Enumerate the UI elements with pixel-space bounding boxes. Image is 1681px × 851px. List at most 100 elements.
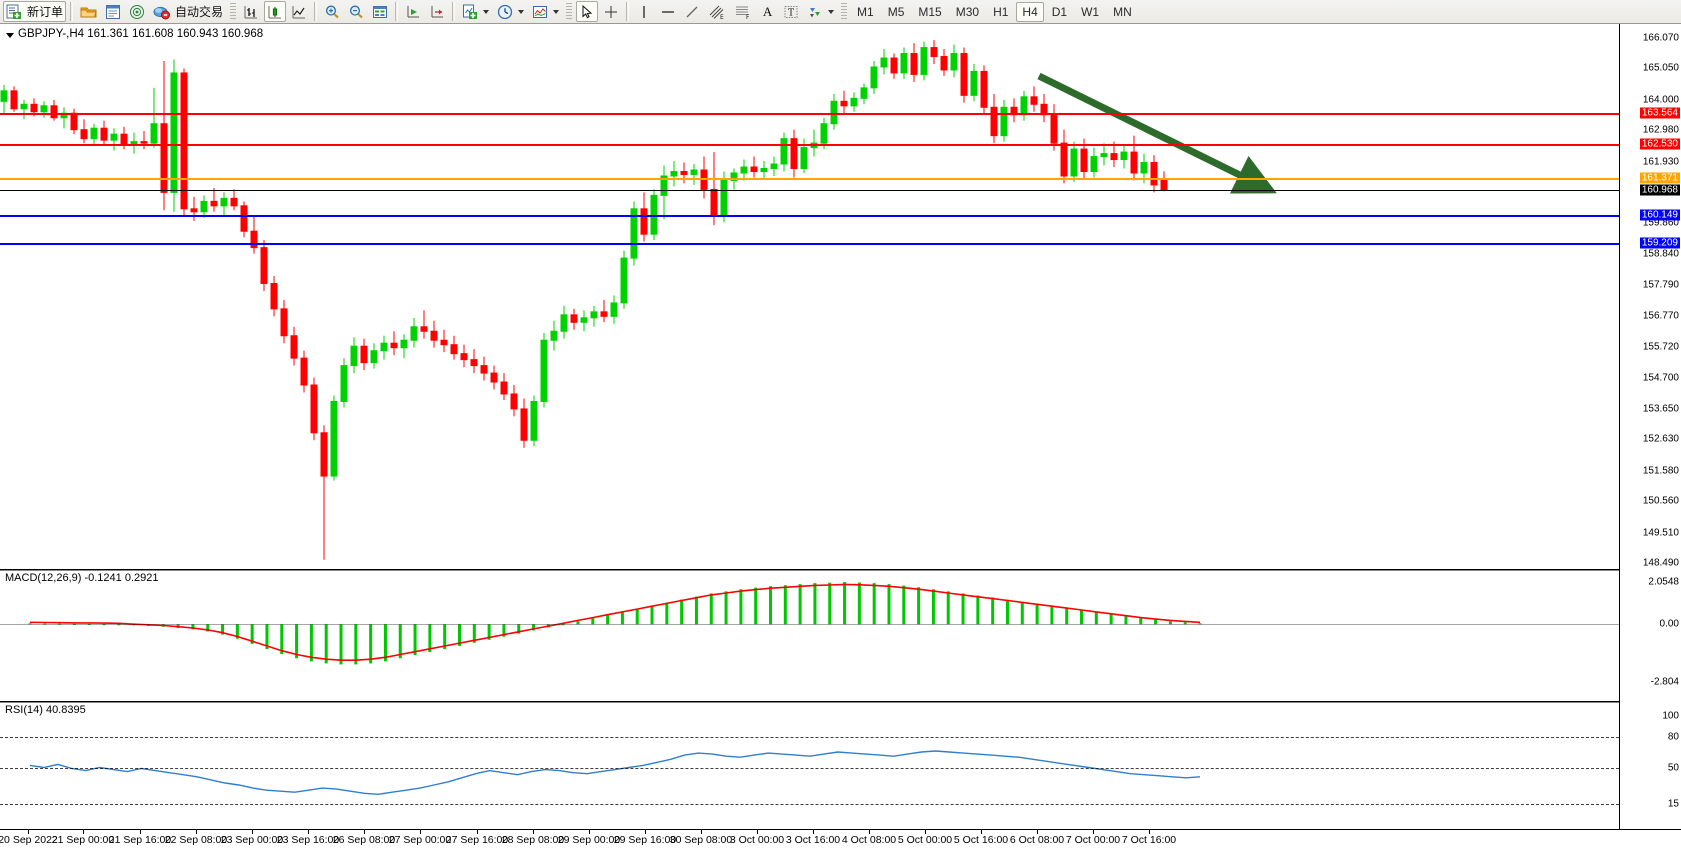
timeframe-m1[interactable]: M1 <box>857 4 874 19</box>
auto-scroll-icon <box>431 5 444 17</box>
time-tick <box>364 830 365 834</box>
strategy-tester-button[interactable]: 自动交易 <box>150 1 226 22</box>
time-label: 20 Sep 2022 <box>0 834 58 846</box>
time-tick <box>701 830 702 834</box>
macd-tick: 0.00 <box>1659 618 1679 630</box>
toolbar-grip-2[interactable] <box>566 2 573 21</box>
time-tick <box>869 830 870 834</box>
time-tick <box>925 830 926 834</box>
horizontal-line-button[interactable] <box>657 1 679 22</box>
timeframe-d1[interactable]: D1 <box>1051 4 1068 19</box>
price-tick: 154.700 <box>1642 372 1679 384</box>
time-tick <box>420 830 421 834</box>
time-label: 21 Sep 00:00 <box>51 834 115 846</box>
time-label: 27 Sep 00:00 <box>388 834 452 846</box>
text-label-icon: T <box>784 5 798 18</box>
timeframe-h4[interactable]: H4 <box>1016 1 1044 22</box>
toolbar-grip-3[interactable] <box>841 2 848 21</box>
time-label: 29 Sep 00:00 <box>557 834 621 846</box>
zoom-out-button[interactable] <box>345 1 367 22</box>
level-line-resistance-1[interactable] <box>0 112 1619 115</box>
price-pane[interactable] <box>0 24 1681 569</box>
level-line-support-2[interactable] <box>0 242 1619 245</box>
chart-area[interactable]: GBPJPY-,H4 161.361 161.608 160.943 160.9… <box>0 24 1681 851</box>
level-line-support-1[interactable] <box>0 214 1619 217</box>
time-tick <box>1149 830 1150 834</box>
price-tick: 152.630 <box>1642 433 1679 445</box>
timeframe-m15[interactable]: M15 <box>918 4 942 19</box>
chart-shift-button[interactable] <box>402 1 424 22</box>
navigator-button[interactable] <box>126 1 148 22</box>
price-tick: 158.840 <box>1642 248 1679 260</box>
fibonacci-button[interactable]: F <box>731 1 755 22</box>
level-line-last-price[interactable] <box>0 190 1619 192</box>
price-tick: 164.000 <box>1642 94 1679 106</box>
crosshair-button[interactable] <box>600 1 622 22</box>
macd-pane[interactable]: MACD(12,26,9) -0.1241 0.2921 <box>0 570 1681 692</box>
time-tick <box>757 830 758 834</box>
level-badge-resistance-1: 163.564 <box>1639 107 1680 119</box>
chevron-down-icon-3[interactable] <box>553 9 560 14</box>
level-badge-support-1: 160.149 <box>1639 209 1680 221</box>
pane-separator <box>0 702 1681 703</box>
period-button[interactable] <box>494 1 527 22</box>
strategy-tester-icon <box>153 6 171 19</box>
zoom-in-button[interactable] <box>321 1 343 22</box>
text-button[interactable]: A <box>757 1 778 22</box>
time-tick <box>140 830 141 834</box>
auto-scroll-button[interactable] <box>426 1 448 22</box>
chart-grid-button[interactable] <box>369 1 391 22</box>
chevron-down-icon-2[interactable] <box>518 9 525 14</box>
toolbar-separator-4 <box>452 2 456 21</box>
time-label: 22 Sep 08:00 <box>164 834 228 846</box>
chevron-down-icon[interactable] <box>483 9 490 14</box>
time-label: 3 Oct 00:00 <box>729 834 785 846</box>
time-label: 4 Oct 08:00 <box>841 834 897 846</box>
bar-chart-button[interactable] <box>240 1 262 22</box>
level-line-resistance-2[interactable] <box>0 143 1619 146</box>
indicators-button[interactable] <box>529 1 562 22</box>
time-axis[interactable]: 20 Sep 2022 21 Sep 00:00 21 Sep 16:00 22 Se… <box>0 829 1681 851</box>
timeframe-w1[interactable]: W1 <box>1081 4 1100 19</box>
vertical-line-button[interactable] <box>633 1 655 22</box>
bar-chart-icon <box>244 5 258 18</box>
line-chart-button[interactable] <box>288 1 310 22</box>
toolbar-grip[interactable] <box>230 2 237 21</box>
timeframe-m30[interactable]: M30 <box>955 4 980 19</box>
new-order-button[interactable]: 新订单 <box>3 1 67 22</box>
expert-advisors-button[interactable] <box>77 1 100 22</box>
toolbar-separator-5 <box>626 2 630 21</box>
cursor-button[interactable] <box>576 1 599 22</box>
price-axis[interactable]: 166.070 165.050 164.000 162.980 161.930 160.9… <box>1619 24 1681 851</box>
text-label-button[interactable]: T <box>780 1 802 22</box>
time-tick <box>533 830 534 834</box>
new-chart-icon <box>463 4 478 19</box>
chart-menu-caret-icon[interactable] <box>6 33 14 38</box>
time-label: 6 Oct 08:00 <box>1009 834 1065 846</box>
new-chart-button[interactable] <box>459 1 492 22</box>
timeframe-m5[interactable]: M5 <box>887 4 905 19</box>
shapes-icon <box>810 7 821 17</box>
trendline-icon <box>686 6 698 17</box>
timeframe-h1[interactable]: H1 <box>993 4 1009 19</box>
data-window-button[interactable] <box>102 1 124 22</box>
price-tick: 156.770 <box>1642 310 1679 322</box>
horizontal-line-icon <box>662 10 675 13</box>
price-tick: 151.580 <box>1642 465 1679 477</box>
trendline-button[interactable] <box>681 1 703 22</box>
candlestick-chart-button[interactable] <box>264 1 287 22</box>
rsi-pane[interactable]: RSI(14) 40.8395 <box>0 702 1681 829</box>
shapes-button[interactable] <box>804 1 837 22</box>
time-label: 5 Oct 00:00 <box>897 834 953 846</box>
text-icon: A <box>762 3 773 19</box>
equidistant-channel-button[interactable]: E <box>705 1 729 22</box>
line-chart-icon <box>292 5 306 18</box>
main-toolbar: 新订单 <box>0 0 1681 24</box>
timeframe-mn[interactable]: MN <box>1113 4 1132 19</box>
rsi-level-line <box>0 767 1619 769</box>
level-line-pivot[interactable] <box>0 178 1619 181</box>
rsi-level-line <box>0 803 1619 805</box>
toolbar-separator-2 <box>314 2 318 21</box>
new-order-label: 新订单 <box>27 5 64 19</box>
chevron-down-icon-4[interactable] <box>828 9 835 14</box>
